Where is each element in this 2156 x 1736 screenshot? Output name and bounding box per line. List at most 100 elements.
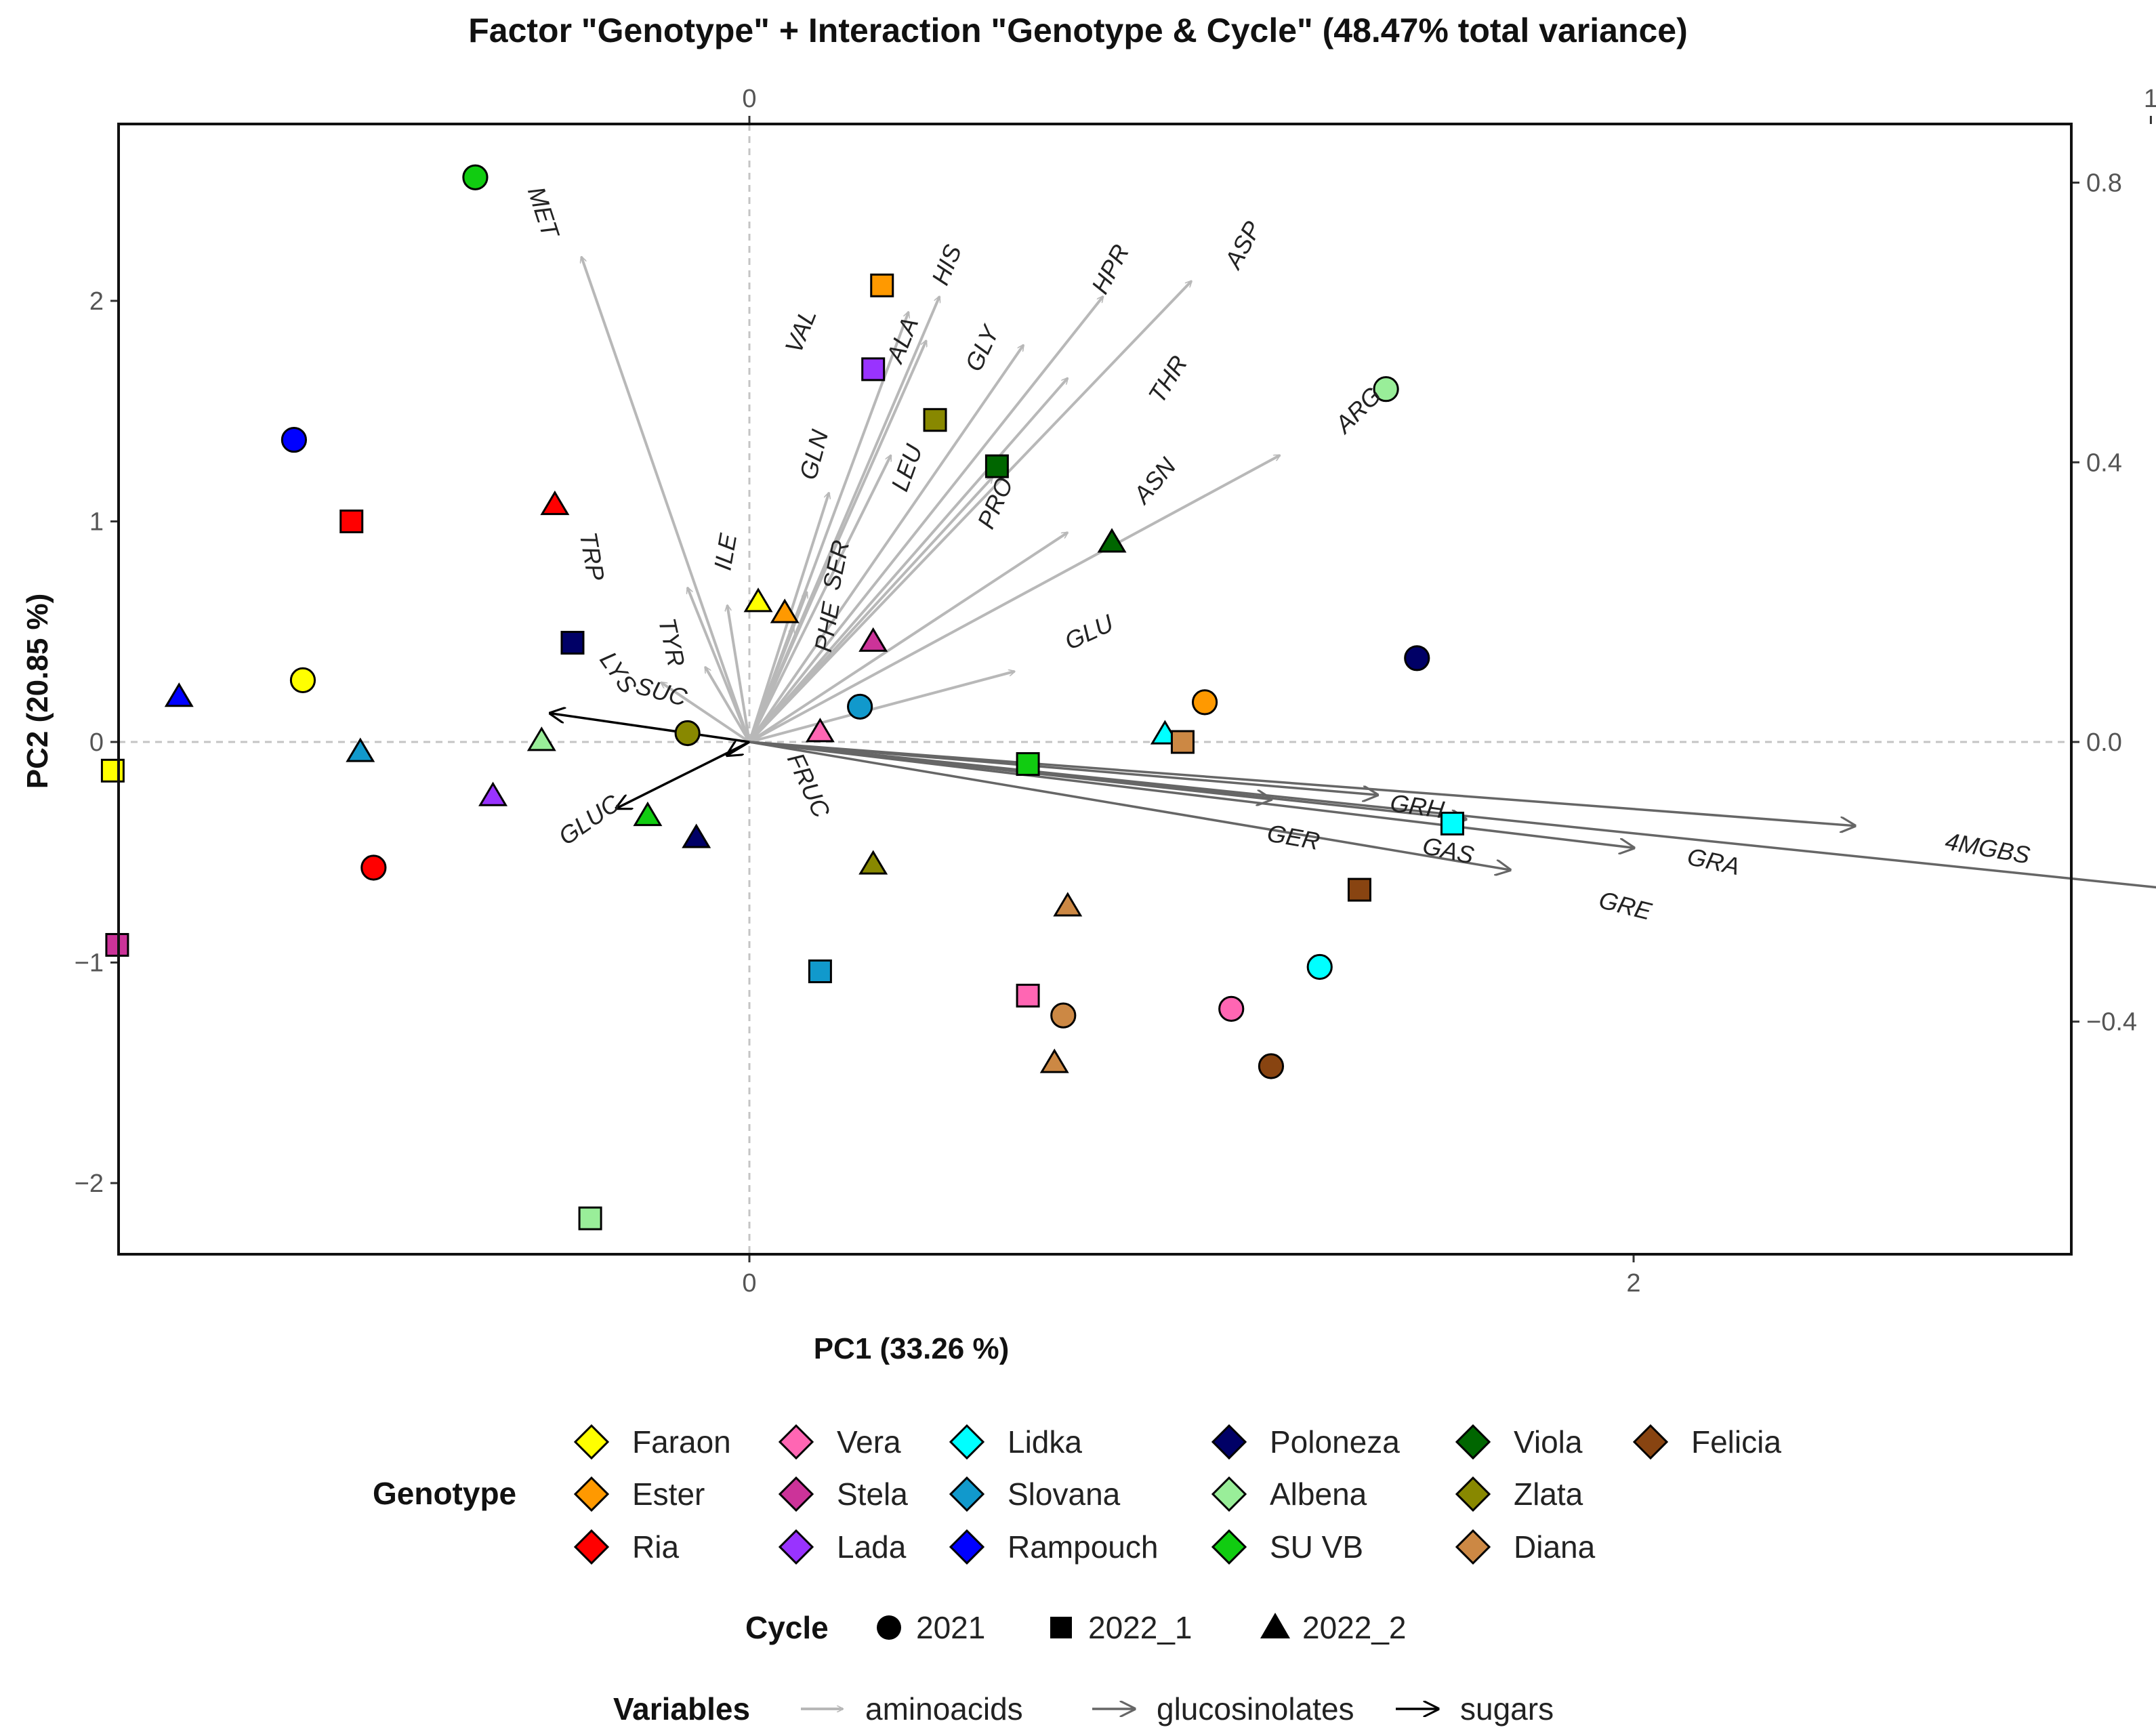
x-tick-label: 0 bbox=[742, 1269, 756, 1298]
legend-label-vera: Vera bbox=[837, 1424, 901, 1460]
point-slovana-2021 bbox=[847, 693, 873, 720]
top-tick-label: 0 bbox=[742, 85, 756, 113]
point-faraon-2022-2 bbox=[743, 587, 773, 613]
vector-ala bbox=[748, 341, 928, 743]
point-lidka-2022-1 bbox=[1440, 811, 1464, 835]
vector-label-hpr: HPR bbox=[1085, 240, 1134, 298]
vector-label-gln: GLN bbox=[794, 426, 834, 482]
legend-label-stela: Stela bbox=[837, 1476, 908, 1512]
legend-cycle-key-2022-2 bbox=[1260, 1613, 1290, 1638]
point-poloneza-2021 bbox=[1404, 645, 1430, 671]
point-albena-2021 bbox=[1373, 376, 1399, 402]
vector-glu bbox=[749, 671, 1015, 743]
plot-panel-border bbox=[117, 123, 2073, 1256]
point-ester-2022-1 bbox=[870, 273, 894, 297]
legend-variable-label-aminoacids: aminoacids bbox=[865, 1691, 1023, 1727]
vector-label-suc: SUC bbox=[633, 671, 690, 712]
legend-key-poloneza bbox=[1211, 1424, 1247, 1460]
point-su-vb-2022-1 bbox=[1016, 752, 1040, 777]
right-axis: 0.8 0.4 0.0 −0.4 bbox=[2071, 169, 2137, 1037]
vector-asn bbox=[748, 531, 1068, 743]
legend-cycle-label-2022-1: 2022_1 bbox=[1088, 1610, 1193, 1645]
vector-label-gluc: GLUC bbox=[554, 789, 625, 851]
vector-label-fruc: FRUC bbox=[782, 749, 836, 823]
vector-label-leu: LEU bbox=[886, 440, 928, 495]
legend-variables: Variables aminoacids glucosinolates sugars bbox=[613, 1691, 1554, 1727]
vector-gre bbox=[749, 741, 1510, 870]
y-tick-label: −2 bbox=[75, 1170, 104, 1198]
legend-label-diana: Diana bbox=[1514, 1529, 1596, 1565]
vector-lys bbox=[661, 681, 751, 743]
right-tick-label: 0.8 bbox=[2086, 169, 2122, 198]
vector-hpr bbox=[748, 296, 1103, 743]
point-lada-2022-1 bbox=[861, 357, 886, 381]
vector-label-val: VAL bbox=[779, 305, 822, 357]
vector-trp bbox=[688, 587, 751, 743]
vector-label-met: MET bbox=[522, 183, 565, 243]
point-ester-2022-2 bbox=[770, 598, 800, 623]
x-axis: −2024 bbox=[742, 1254, 1641, 1298]
vector-label-gra: GRA bbox=[1685, 842, 1743, 880]
vector-ile bbox=[727, 605, 751, 743]
legend-variables-title: Variables bbox=[613, 1691, 750, 1727]
vector-label-gly: GLY bbox=[959, 320, 1005, 375]
vector-label-asp: ASP bbox=[1218, 217, 1266, 274]
y-tick-label: 0 bbox=[89, 728, 104, 757]
vector-label-ger: GER bbox=[1265, 819, 1322, 855]
legend-key-diana bbox=[1455, 1529, 1491, 1565]
y-axis-title: PC2 (20.85 %) bbox=[21, 594, 54, 789]
point-lada-2022-2 bbox=[478, 781, 508, 806]
vector-thr bbox=[748, 378, 1068, 743]
vector-pro bbox=[748, 477, 993, 743]
point-rampouch-2021 bbox=[281, 426, 308, 453]
vector-label-4mgbs: 4MGBS bbox=[1943, 827, 2032, 869]
vector-arg bbox=[749, 454, 1280, 743]
point-albena-2022-1 bbox=[578, 1206, 602, 1231]
legend-label-su-vb: SU VB bbox=[1270, 1529, 1363, 1565]
legend-cycle-key-2021 bbox=[877, 1615, 901, 1640]
point-diana-2022-2 bbox=[1053, 892, 1083, 917]
point-rampouch-2022-2 bbox=[164, 682, 194, 707]
point-ria-2022-1 bbox=[339, 510, 364, 533]
legend-key-ester bbox=[573, 1476, 610, 1512]
point-su-vb-2022-2 bbox=[633, 801, 663, 827]
legend-key-albena bbox=[1211, 1476, 1247, 1512]
vector-label-ile: ILE bbox=[709, 531, 743, 572]
point-viola-2022-1 bbox=[984, 454, 1009, 478]
point-faraon-2021 bbox=[289, 667, 316, 693]
legend-key-viola bbox=[1455, 1424, 1491, 1460]
point-ria-2022-2 bbox=[540, 490, 570, 516]
point-vera-2022-2 bbox=[805, 718, 835, 743]
vector-gra bbox=[749, 741, 1634, 848]
vector-fruc bbox=[727, 742, 750, 756]
point-slovana-2022-2 bbox=[346, 737, 375, 762]
legend-label-albena: Albena bbox=[1270, 1476, 1367, 1512]
legend-label-ester: Ester bbox=[632, 1476, 705, 1512]
point-felicia-2021 bbox=[1258, 1053, 1285, 1079]
legend-genotype-title: Genotype bbox=[373, 1476, 516, 1511]
y-tick-label: 1 bbox=[89, 508, 104, 537]
vector-label-his: HIS bbox=[926, 241, 967, 289]
legend-label-poloneza: Poloneza bbox=[1270, 1424, 1400, 1460]
point-su-vb-2021 bbox=[462, 164, 489, 190]
vector-label-thr: THR bbox=[1142, 350, 1193, 407]
legend-label-rampouch: Rampouch bbox=[1008, 1529, 1158, 1565]
zero-reference-lines bbox=[119, 124, 2071, 1254]
point-poloneza-2022-1 bbox=[560, 631, 585, 655]
point-ester-2021 bbox=[1191, 689, 1218, 716]
right-tick-label: 0.4 bbox=[2086, 449, 2122, 477]
legend-key-felicia bbox=[1632, 1424, 1669, 1460]
legend-key-slovana bbox=[949, 1476, 985, 1512]
right-tick-label: 0.0 bbox=[2086, 728, 2122, 757]
vector-met bbox=[581, 257, 751, 743]
vector-gluc bbox=[617, 741, 750, 808]
point-albena-2022-2 bbox=[526, 726, 556, 751]
x-tick-label: 2 bbox=[1626, 1269, 1640, 1298]
x-axis-title: PC1 (33.26 %) bbox=[814, 1332, 1010, 1365]
legend-cycle-key-2022-1 bbox=[1050, 1617, 1072, 1638]
top-tick-label: 1 bbox=[2144, 85, 2156, 113]
y-tick-label: 2 bbox=[89, 287, 104, 316]
